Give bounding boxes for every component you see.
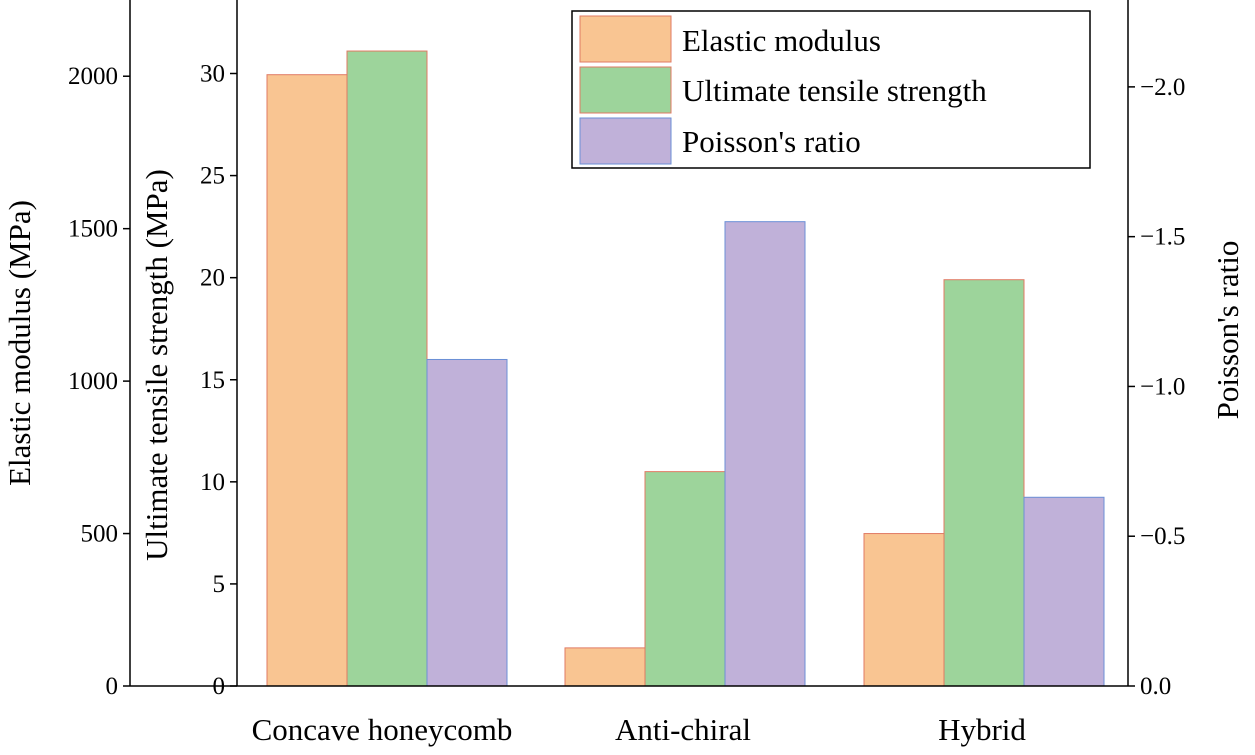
legend-swatch-elastic-modulus <box>579 15 672 63</box>
legend-swatch-ultimate-tensile-strength <box>579 66 672 114</box>
legend-label-elastic-modulus: Elastic modulus <box>682 23 881 58</box>
tick-label-left-outer-1: 500 <box>81 521 119 548</box>
tick-label-left-inner-6: 30 <box>200 61 225 88</box>
bar-poisson-s-ratio-concave-honeycomb <box>426 358 508 687</box>
bar-ultimate-tensile-strength-hybrid <box>943 279 1025 687</box>
tick-label-right-0: 0.0 <box>1140 673 1171 700</box>
tick-label-left-outer-4: 2000 <box>68 63 118 90</box>
ticks-layer: 0 500 1000 1500 2000 0 5 10 15 20 25 30 0.0 −0.5 −1.0 −… <box>68 61 1185 701</box>
legend-label-poissons-ratio: Poisson's ratio <box>682 124 861 159</box>
legend: Elastic modulus Ultimate tensile strengt… <box>571 10 1091 169</box>
tick-label-left-outer-2: 1000 <box>68 368 118 395</box>
bar-poisson-s-ratio-anti-chiral <box>724 221 806 687</box>
category-label-hybrid: Hybrid <box>938 712 1026 747</box>
tick-label-left-inner-2: 10 <box>200 469 225 496</box>
category-label-anti-chiral: Anti-chiral <box>615 712 751 747</box>
bar-ultimate-tensile-strength-concave-honeycomb <box>346 50 428 687</box>
tick-label-left-inner-3: 15 <box>200 367 225 394</box>
tick-label-left-inner-0: 0 <box>213 673 226 700</box>
left-inner-axis-title: Ultimate tensile strength (MPa) <box>139 169 174 561</box>
tick-label-left-outer-0: 0 <box>106 673 119 700</box>
tick-label-left-inner-1: 5 <box>213 571 226 598</box>
tick-label-right-3: −1.5 <box>1140 224 1185 251</box>
bars-layer <box>266 50 1105 687</box>
bar-poisson-s-ratio-hybrid <box>1023 496 1105 687</box>
tick-label-right-4: −2.0 <box>1140 74 1185 101</box>
left-outer-axis-title: Elastic modulus (MPa) <box>2 200 37 486</box>
right-axis-title: Poisson's ratio <box>1210 241 1245 420</box>
tick-label-left-inner-5: 25 <box>200 163 225 190</box>
legend-label-ultimate-tensile-strength: Ultimate tensile strength <box>682 73 987 108</box>
category-label-concave-honeycomb: Concave honeycomb <box>252 712 513 747</box>
legend-swatch-poissons-ratio <box>579 117 672 165</box>
tick-label-left-inner-4: 20 <box>200 265 225 292</box>
bar-elastic-modulus-concave-honeycomb <box>266 74 348 687</box>
tick-label-right-2: −1.0 <box>1140 373 1185 400</box>
bar-elastic-modulus-anti-chiral <box>564 647 646 687</box>
tick-label-left-outer-3: 1500 <box>68 216 118 243</box>
bar-elastic-modulus-hybrid <box>863 533 945 687</box>
tick-label-right-1: −0.5 <box>1140 523 1185 550</box>
bar-ultimate-tensile-strength-anti-chiral <box>644 471 726 687</box>
